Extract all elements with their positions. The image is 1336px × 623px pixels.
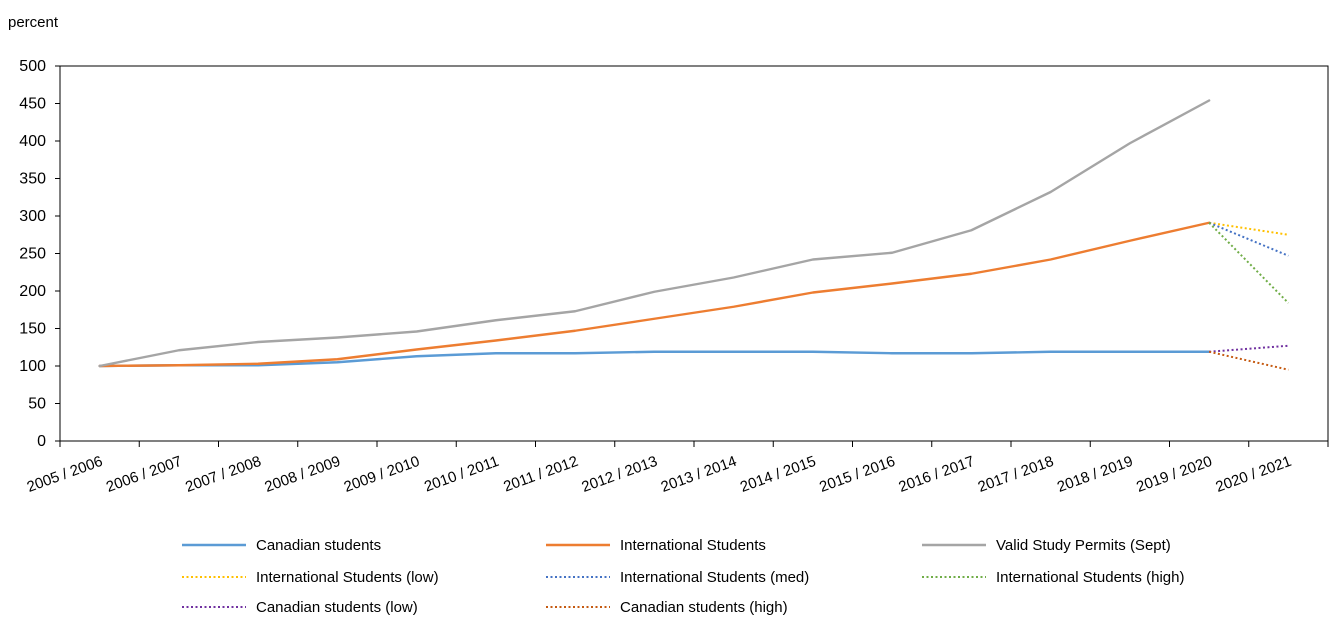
legend-label: International Students (med) <box>620 569 809 586</box>
legend-item: International Students (low) <box>182 569 439 586</box>
legend-label: Valid Study Permits (Sept) <box>996 537 1171 554</box>
y-tick-label: 250 <box>19 246 46 263</box>
y-axis-ticks: 0 50 100 150 200 250 300 350 400 450 500 <box>19 58 60 450</box>
x-tick-label: 2017 / 2018 <box>976 453 1056 496</box>
series-line-0 <box>98 350 1211 368</box>
x-tick-label: 2014 / 2015 <box>738 453 818 496</box>
legend-label: Canadian students (low) <box>256 599 418 616</box>
series-line-7 <box>1208 350 1289 371</box>
y-tick-label: 450 <box>19 96 46 113</box>
x-tick-label: 2012 / 2013 <box>579 453 659 496</box>
y-tick-label: 150 <box>19 321 46 338</box>
x-tick-label: 2015 / 2016 <box>817 453 897 496</box>
legend-item: Canadian students (low) <box>182 599 418 616</box>
legend-label: International Students <box>620 537 766 554</box>
plot-area-border <box>59 65 1329 442</box>
x-tick-label: 2018 / 2019 <box>1055 453 1135 496</box>
y-axis-unit-label: percent <box>8 14 59 31</box>
legend-item: Valid Study Permits (Sept) <box>922 537 1171 554</box>
series-line-4 <box>1208 221 1289 257</box>
legend-item: International Students (med) <box>546 569 809 586</box>
legend-label: Canadian students (high) <box>620 599 788 616</box>
legend-label: Canadian students <box>256 537 381 554</box>
x-tick-label: 2007 / 2008 <box>183 453 263 496</box>
legend-item: International Students (high) <box>922 569 1184 586</box>
legend-label: International Students (high) <box>996 569 1184 586</box>
x-tick-label: 2006 / 2007 <box>104 453 184 496</box>
x-tick-label: 2016 / 2017 <box>896 453 976 496</box>
x-tick-label: 2020 / 2021 <box>1213 453 1293 496</box>
x-tick-label: 2019 / 2020 <box>1134 453 1214 496</box>
x-tick-label: 2008 / 2009 <box>262 453 342 496</box>
series-line-2 <box>98 99 1211 368</box>
y-tick-label: 50 <box>28 396 46 413</box>
y-tick-label: 300 <box>19 208 46 225</box>
x-tick-label: 2009 / 2010 <box>342 453 422 496</box>
y-tick-label: 400 <box>19 133 46 150</box>
y-tick-label: 0 <box>37 433 46 450</box>
y-tick-label: 350 <box>19 171 46 188</box>
legend-item: International Students <box>546 537 766 554</box>
legend: Canadian students International Students V… <box>182 537 1184 616</box>
x-tick-label: 2005 / 2006 <box>25 453 105 496</box>
legend-label: International Students (low) <box>256 569 439 586</box>
legend-item: Canadian students <box>182 537 381 554</box>
series-lines <box>98 99 1290 371</box>
x-tick-label: 2011 / 2012 <box>501 453 580 496</box>
legend-item: Canadian students (high) <box>546 599 788 616</box>
y-tick-label: 500 <box>19 58 46 75</box>
x-tick-label: 2013 / 2014 <box>659 453 739 496</box>
series-line-1 <box>98 221 1211 368</box>
y-tick-label: 100 <box>19 358 46 375</box>
x-tick-label: 2010 / 2011 <box>422 453 501 496</box>
axes <box>59 65 1329 442</box>
series-line-6 <box>1209 344 1289 353</box>
series-line-3 <box>1208 221 1289 236</box>
y-tick-label: 200 <box>19 283 46 300</box>
series-line-5 <box>1208 222 1290 304</box>
